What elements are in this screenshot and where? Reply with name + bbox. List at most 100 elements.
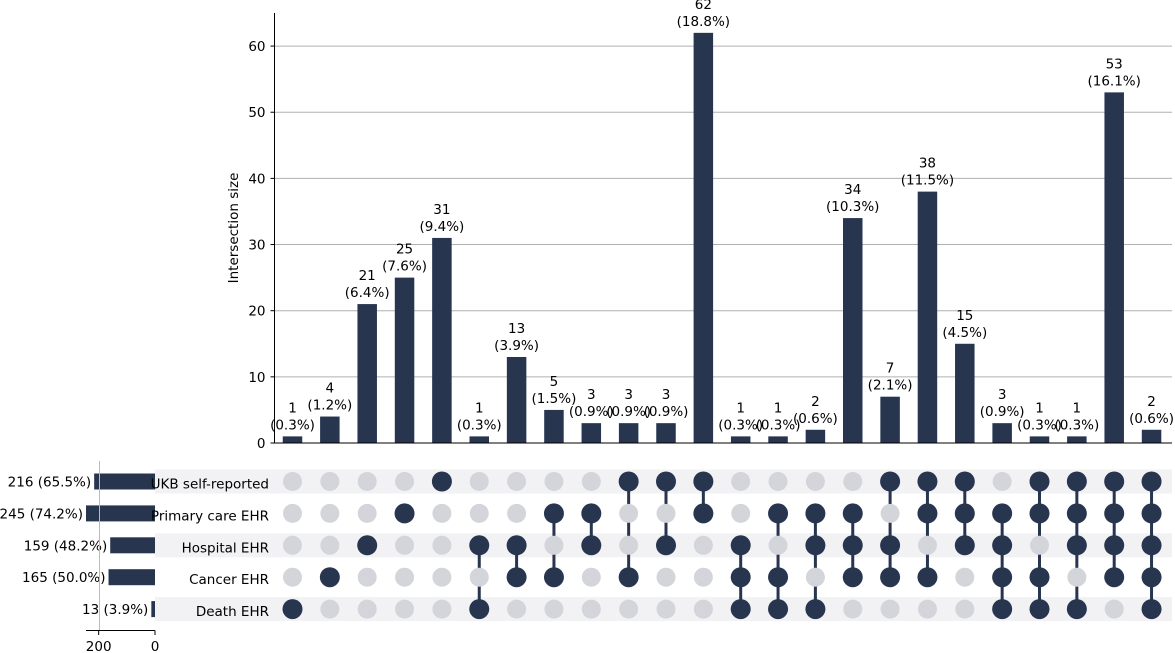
bar-count-label: 13 (508, 321, 525, 337)
matrix-dot-inactive (469, 567, 489, 587)
matrix-dot-active (581, 503, 602, 524)
matrix-dot-inactive (731, 472, 751, 491)
bar-count-label: 25 (396, 242, 413, 258)
matrix-dot-active (842, 567, 863, 588)
matrix-dot-active (917, 471, 938, 492)
y-axis-label: Intersection size (226, 173, 242, 284)
intersection-bar (1029, 436, 1050, 443)
matrix-dot-active (282, 599, 303, 620)
matrix-dot-active (730, 599, 751, 620)
bar-count-label: 3 (662, 387, 671, 403)
matrix-dot-active (917, 503, 938, 524)
matrix-dot-inactive (917, 599, 937, 619)
set-size-label: 13 (3.9%) (82, 602, 148, 618)
bar-percent-label: (7.6%) (382, 259, 427, 275)
matrix-dot-active (1029, 503, 1050, 524)
set-name-label: UKB self-reported (151, 477, 269, 493)
matrix-dot-active (1029, 567, 1050, 588)
matrix-dot-active (1141, 599, 1162, 620)
set-name-label: Death EHR (196, 604, 269, 620)
matrix-dot-inactive (768, 472, 788, 491)
bar-count-label: 38 (919, 156, 936, 172)
matrix-dot-inactive (805, 567, 825, 587)
matrix-dot-inactive (469, 503, 489, 523)
matrix-dot-active (469, 599, 490, 620)
matrix-dot-inactive (469, 472, 489, 491)
matrix-dot-active (842, 503, 863, 524)
bar-count-label: 2 (811, 394, 820, 410)
matrix-dot-inactive (544, 599, 564, 619)
matrix-dot-inactive (507, 599, 527, 619)
matrix-dot-inactive (357, 472, 377, 491)
intersection-bar (1067, 436, 1087, 443)
intersection-bar (843, 218, 863, 443)
membership-matrix (282, 471, 1162, 620)
set-size-bar (110, 537, 155, 554)
matrix-dot-inactive (693, 567, 713, 587)
intersection-bars (282, 32, 1162, 443)
matrix-dot-inactive (768, 535, 788, 555)
bar-percent-label: (0.6%) (1129, 411, 1174, 427)
y-axis-ticks: 0 10 20 30 40 50 60 (248, 39, 275, 452)
bar-count-label: 34 (844, 182, 861, 198)
matrix-dot-active (319, 567, 340, 588)
bar-count-label: 1 (475, 400, 484, 416)
intersection-bar (880, 396, 900, 443)
bar-percent-label: (1.2%) (307, 398, 352, 414)
matrix-dot-inactive (395, 472, 415, 491)
intersection-bar (581, 423, 602, 443)
set-size-tick-label: 0 (151, 639, 160, 653)
bar-percent-label: (10.3%) (826, 199, 879, 215)
matrix-dot-inactive (507, 472, 527, 491)
bar-count-label: 1 (1073, 400, 1082, 416)
matrix-dot-active (656, 471, 676, 492)
matrix-dot-inactive (880, 599, 900, 619)
set-size-bar (86, 505, 155, 522)
matrix-dot-active (469, 535, 490, 556)
set-name-label: Primary care EHR (151, 508, 269, 524)
bar-count-label: 53 (1106, 56, 1123, 72)
matrix-dot-active (1104, 567, 1125, 588)
set-name-label: Hospital EHR (182, 540, 269, 556)
matrix-dot-inactive (320, 503, 340, 523)
matrix-dot-active (880, 471, 901, 492)
bar-count-label: 3 (624, 387, 633, 403)
set-size-tick-label: 200 (86, 639, 112, 653)
set-size-label: 216 (65.5%) (8, 475, 91, 491)
matrix-dot-inactive (432, 535, 452, 555)
intersection-bar (656, 423, 676, 443)
set-size-ticks: 200 0 (86, 630, 160, 653)
bar-count-label: 15 (956, 308, 973, 324)
y-tick-label: 40 (248, 171, 265, 187)
set-name-label: Cancer EHR (189, 572, 269, 588)
matrix-dot-active (954, 471, 975, 492)
matrix-dot-active (1029, 471, 1050, 492)
matrix-dot-active (357, 535, 378, 556)
matrix-dot-inactive (395, 599, 415, 619)
intersection-bar (618, 423, 639, 443)
bar-count-label: 1 (736, 400, 745, 416)
matrix-dot-active (618, 471, 639, 492)
matrix-dot-active (992, 503, 1013, 524)
matrix-dot-active (1066, 471, 1087, 492)
matrix-dot-inactive (283, 503, 302, 523)
bar-percent-label: (0.3%) (1017, 417, 1062, 433)
y-tick-label: 0 (257, 436, 266, 452)
set-size-label: 245 (74.2%) (0, 506, 83, 522)
bar-percent-label: (6.4%) (345, 285, 390, 301)
bar-percent-label: (0.9%) (644, 404, 689, 420)
bar-count-label: 1 (774, 400, 783, 416)
bar-count-label: 21 (359, 268, 376, 284)
matrix-dot-inactive (880, 503, 900, 523)
bar-count-label: 4 (326, 381, 335, 397)
matrix-dot-inactive (1067, 567, 1087, 587)
matrix-dot-inactive (357, 503, 377, 523)
bar-percent-label: (0.3%) (756, 417, 801, 433)
matrix-dot-active (693, 503, 714, 524)
matrix-dot-inactive (507, 503, 527, 523)
matrix-dot-inactive (693, 535, 713, 555)
axes: Intersection size (86, 13, 1172, 631)
bar-count-label: 5 (550, 374, 559, 390)
matrix-dot-inactive (320, 535, 340, 555)
